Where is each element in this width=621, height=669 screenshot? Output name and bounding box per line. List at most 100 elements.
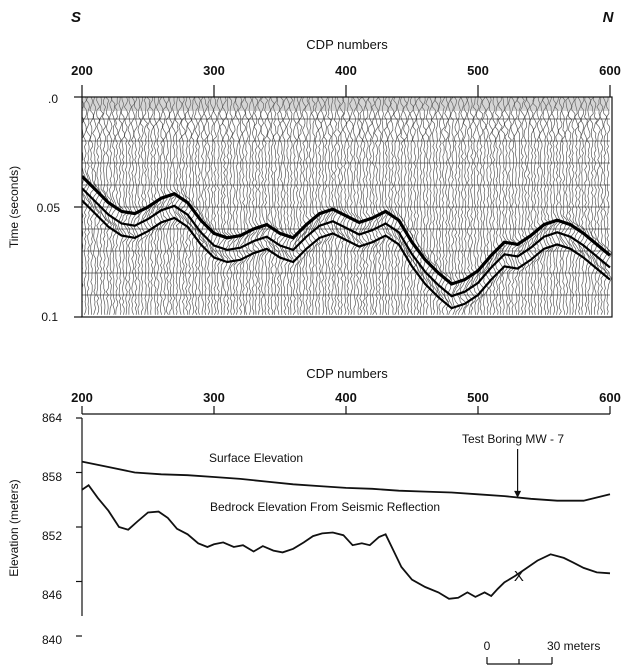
- seismic-trace: [433, 97, 441, 315]
- seismic-trace: [519, 97, 527, 315]
- seismic-trace: [367, 97, 376, 315]
- seismic-trace: [560, 97, 568, 315]
- seismic-trace: [120, 97, 128, 315]
- elevation-profile-panel: CDP numbers 200 300 400 500 600 Elevatio…: [7, 366, 621, 665]
- seismic-trace: [193, 97, 200, 315]
- seismic-trace: [507, 97, 515, 315]
- seismic-trace: [250, 97, 258, 315]
- seismic-trace: [503, 97, 512, 315]
- reflector-band: [82, 175, 612, 286]
- seismic-trace: [392, 97, 401, 315]
- seismic-trace: [297, 97, 306, 315]
- seismic-trace: [271, 97, 279, 315]
- seismic-trace: [224, 97, 233, 315]
- seismic-trace: [282, 97, 289, 315]
- seismic-trace: [319, 97, 329, 315]
- seismic-trace: [447, 97, 453, 315]
- seismic-trace: [183, 97, 192, 315]
- top-x-tick-marks: [81, 85, 611, 97]
- seismic-time-lines: [82, 97, 610, 296]
- scale-bar: 0 30 meters: [484, 639, 600, 665]
- top-y-tick-marks: [74, 96, 82, 318]
- seismic-trace: [586, 97, 594, 315]
- surface-elevation-line: [81, 460, 611, 502]
- seismic-trace: [312, 97, 321, 315]
- seismic-trace: [551, 97, 558, 315]
- seismic-trace: [218, 97, 227, 315]
- seismic-trace: [452, 97, 461, 315]
- top-x-tick-300: 300: [203, 63, 225, 78]
- seismic-trace: [589, 97, 597, 315]
- seismic-trace: [437, 97, 444, 315]
- seismic-trace: [210, 97, 217, 315]
- reflector-band: [82, 199, 611, 310]
- seismic-trace: [275, 97, 283, 315]
- seismic-trace: [348, 97, 357, 315]
- seismic-trace: [123, 97, 131, 315]
- seismic-trace: [206, 97, 213, 315]
- bottom-y-tick-840: 840: [42, 633, 62, 647]
- seismic-trace: [373, 97, 382, 315]
- seismic-trace: [342, 97, 350, 315]
- top-x-tick-labels: 200 300 400 500 600: [71, 63, 621, 78]
- seismic-trace: [310, 97, 319, 315]
- seismic-trace: [266, 97, 274, 315]
- seismic-trace: [329, 97, 336, 315]
- seismic-trace: [351, 97, 359, 315]
- seismic-trace: [221, 97, 230, 315]
- seismic-trace: [165, 97, 173, 315]
- seismic-trace: [541, 97, 550, 315]
- seismic-trace: [285, 97, 292, 315]
- seismic-trace: [412, 97, 420, 315]
- seismic-trace: [601, 97, 610, 315]
- seismic-trace: [377, 97, 385, 315]
- seismic-trace: [136, 97, 142, 315]
- seismic-trace: [510, 97, 518, 315]
- seismic-trace: [390, 97, 397, 315]
- seismic-trace: [513, 97, 521, 315]
- seismic-trace: [323, 97, 331, 315]
- top-x-axis-title: CDP numbers: [306, 37, 388, 52]
- seismic-trace: [160, 97, 169, 315]
- seismic-trace: [303, 97, 312, 315]
- seismic-trace: [526, 97, 533, 315]
- seismic-trace: [545, 97, 552, 315]
- bottom-x-tick-400: 400: [335, 390, 357, 405]
- seismic-trace: [94, 97, 102, 315]
- seismic-trace: [421, 97, 429, 315]
- seismic-trace: [592, 97, 600, 315]
- seismic-trace: [101, 97, 110, 315]
- seismic-trace: [358, 97, 366, 315]
- seismic-trace: [126, 97, 135, 315]
- bottom-y-tick-858: 858: [42, 470, 62, 484]
- seismic-trace: [408, 97, 416, 315]
- bottom-x-tick-500: 500: [467, 390, 489, 405]
- shallow-band: [82, 97, 610, 111]
- seismic-trace: [456, 97, 464, 315]
- seismic-trace: [567, 97, 574, 315]
- seismic-trace: [234, 97, 243, 315]
- seismic-trace: [449, 97, 458, 315]
- top-x-tick-400: 400: [335, 63, 357, 78]
- bottom-x-tick-marks: [81, 406, 611, 414]
- seismic-trace: [399, 97, 406, 315]
- seismic-trace: [516, 97, 524, 315]
- test-boring-arrow-head: [514, 490, 522, 498]
- bedrock-elevation-label: Bedrock Elevation From Seismic Reflectio…: [210, 500, 440, 514]
- seismic-trace: [133, 97, 140, 315]
- seismic-trace: [554, 97, 561, 315]
- seismic-trace: [256, 97, 264, 315]
- seismic-trace: [244, 97, 252, 315]
- seismic-trace: [443, 97, 452, 315]
- seismic-trace: [461, 97, 471, 315]
- seismic-trace: [259, 97, 268, 315]
- seismic-trace: [599, 97, 607, 315]
- seismic-trace: [308, 97, 314, 315]
- seismic-section-panel: CDP numbers 200 300 400 500 600 Time (se…: [7, 37, 621, 324]
- seismic-trace: [579, 97, 587, 315]
- seismic-trace: [538, 97, 547, 315]
- seismic-trace: [582, 97, 590, 315]
- seismic-trace: [522, 97, 530, 315]
- seismic-trace: [212, 97, 220, 315]
